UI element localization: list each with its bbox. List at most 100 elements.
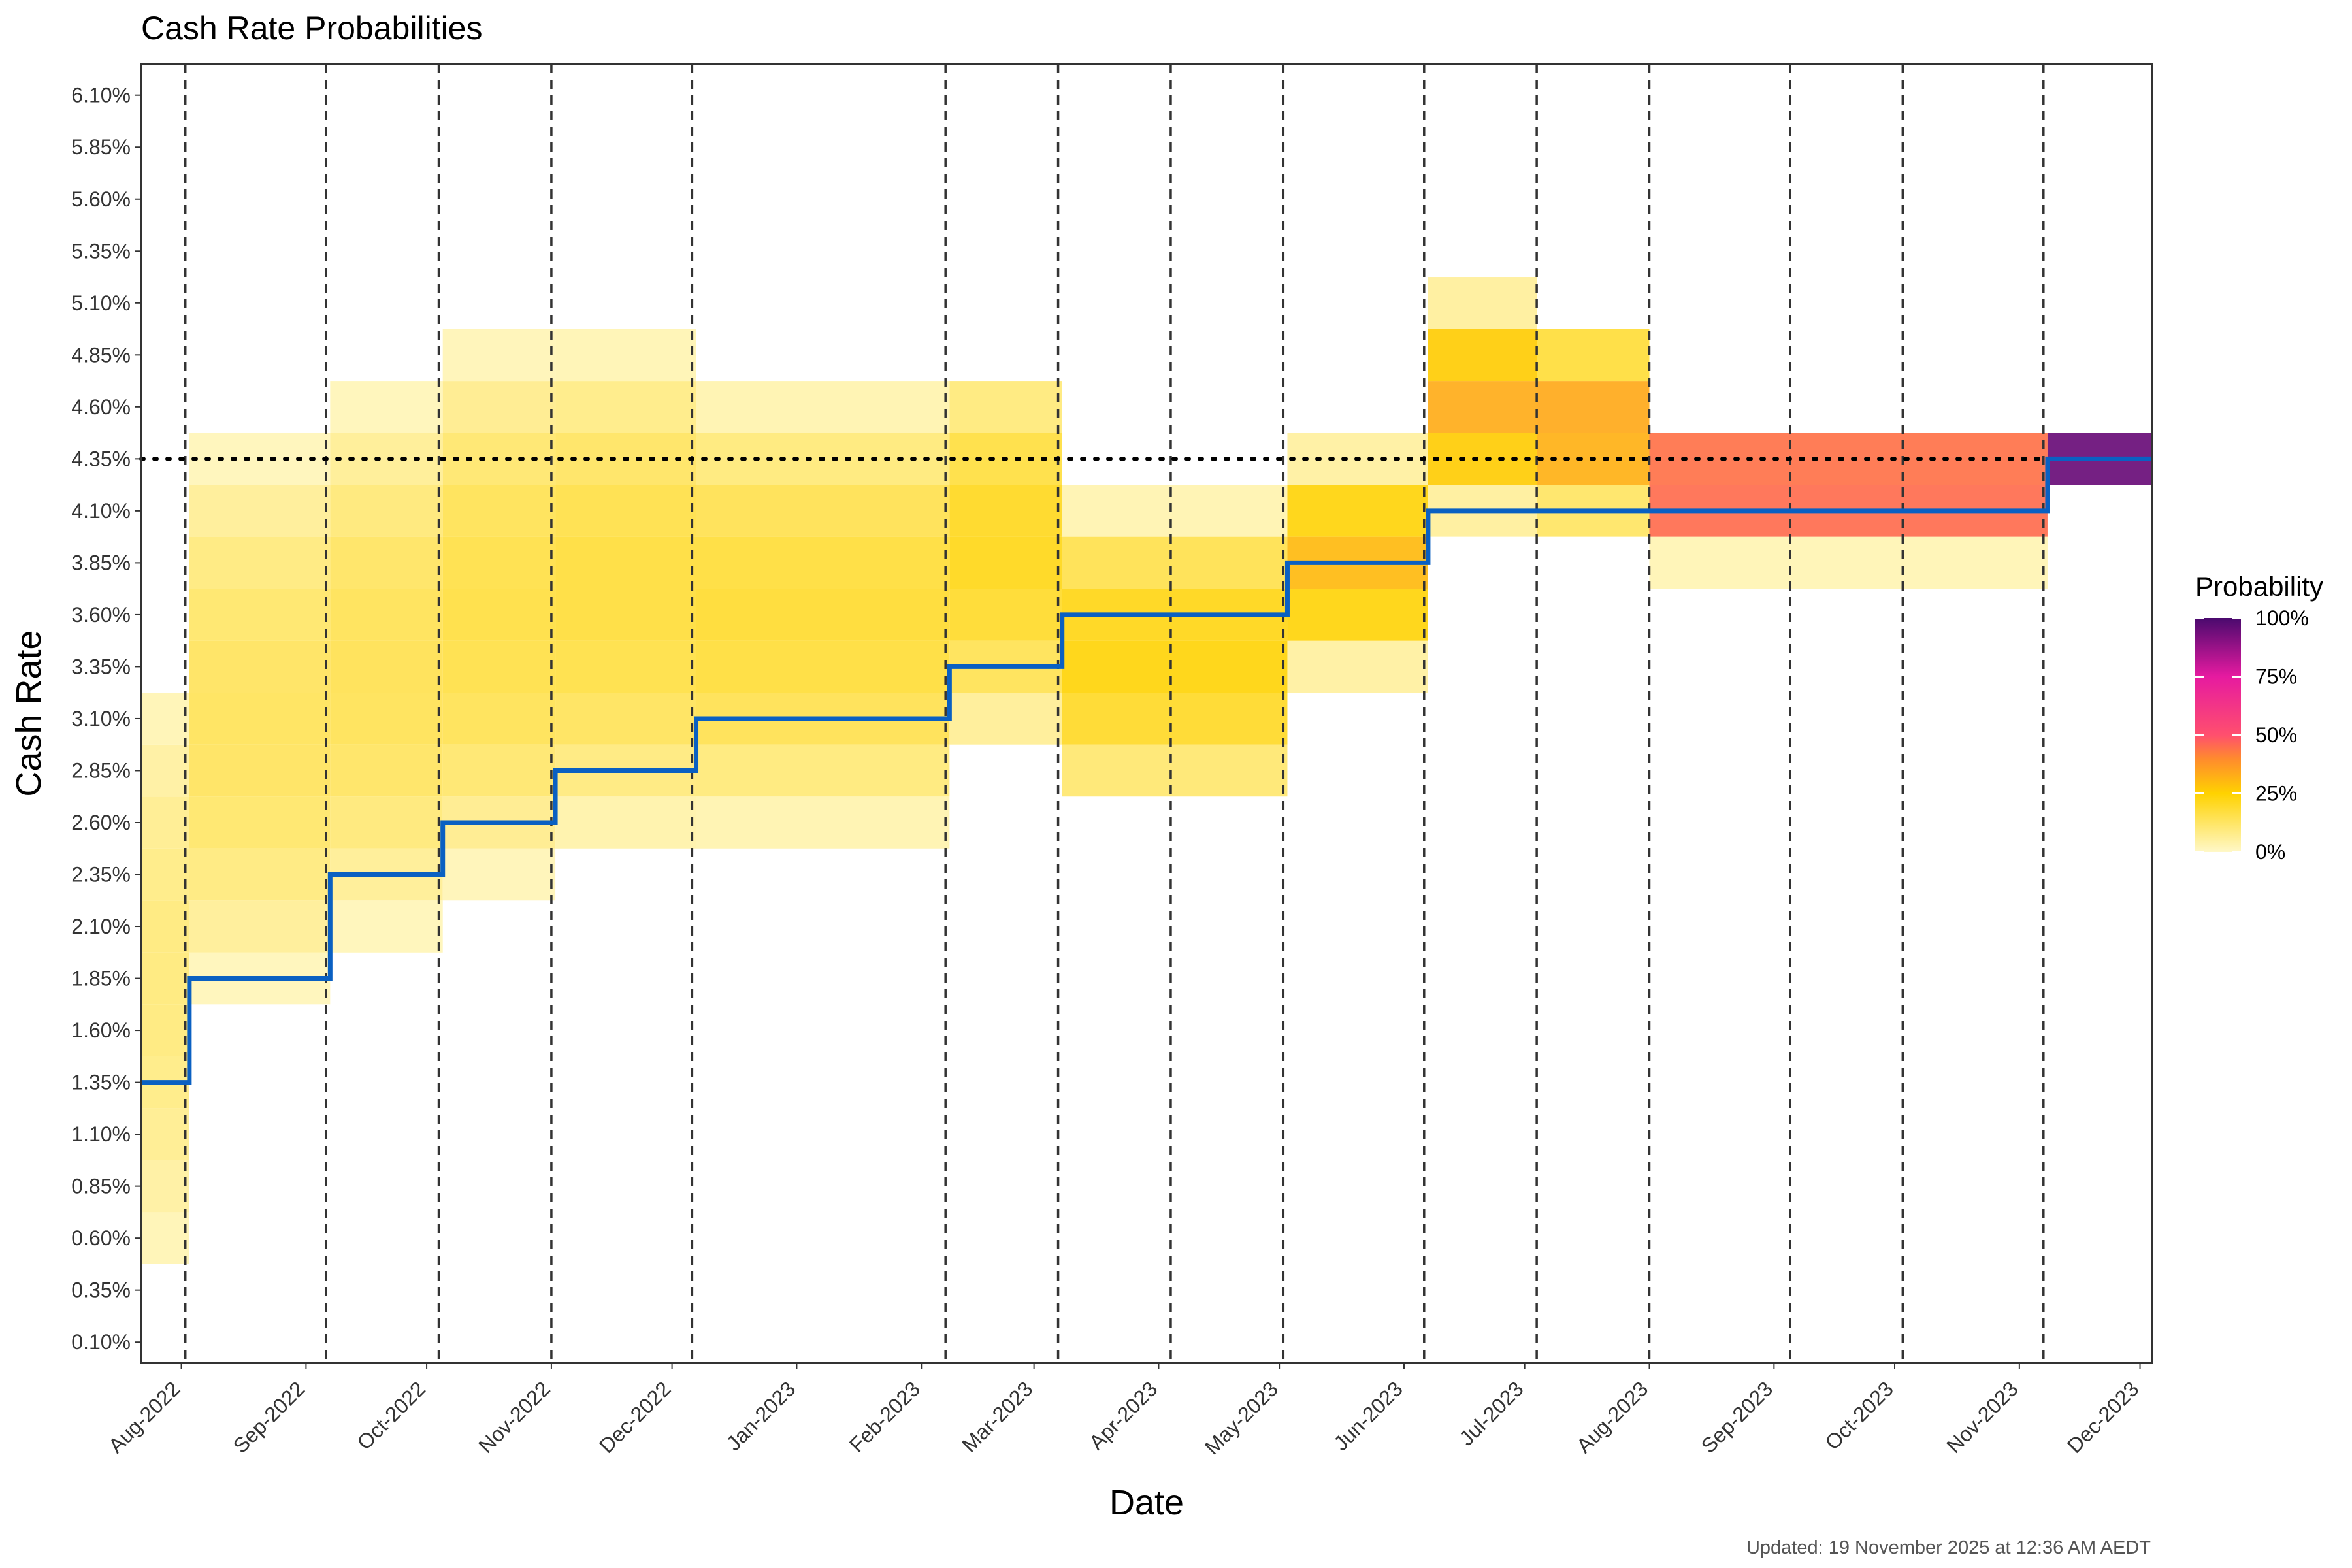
heat-cell (189, 848, 331, 901)
x-tick-label: Oct-2023 (1820, 1377, 1898, 1454)
heat-cell (330, 640, 443, 693)
heat-cell (1287, 485, 1428, 537)
heat-cell (330, 536, 443, 589)
heat-cell (1428, 381, 1537, 433)
heat-cell (442, 485, 556, 537)
y-tick-label: 4.85% (71, 343, 131, 367)
heat-cell (555, 796, 696, 849)
x-tick-label: Dec-2023 (2063, 1377, 2144, 1458)
heat-cell (555, 640, 696, 693)
heat-cell (330, 900, 443, 953)
y-tick-label: 4.10% (71, 499, 131, 523)
y-tick-label: 3.85% (71, 551, 131, 574)
y-tick-label: 0.10% (71, 1330, 131, 1354)
heat-cell (696, 536, 950, 589)
heat-cell (555, 485, 696, 537)
heat-cell (1062, 693, 1288, 745)
heat-cell (330, 693, 443, 745)
x-tick-label: Feb-2023 (845, 1377, 924, 1456)
heat-cell (189, 640, 331, 693)
heat-cell (141, 952, 189, 1005)
y-tick-label: 0.85% (71, 1175, 131, 1198)
y-tick-label: 1.85% (71, 967, 131, 990)
chart-title: Cash Rate Probabilities (141, 10, 483, 46)
heat-cell (189, 693, 331, 745)
x-tick-label: Dec-2022 (595, 1377, 676, 1458)
heat-cell (1428, 277, 1537, 329)
heat-cell (442, 381, 556, 433)
heat-cell (442, 640, 556, 693)
y-tick-label: 2.85% (71, 759, 131, 782)
actual-rate-path (141, 456, 2152, 1085)
heat-cell (141, 1108, 189, 1160)
x-axis-ticks: Aug-2022 Sep-2022 Oct-2022 Nov-2022 Dec-2022… (104, 1363, 2144, 1460)
heat-cell (949, 381, 1062, 433)
y-tick-label: 6.10% (71, 84, 131, 107)
y-tick-label: 1.35% (71, 1071, 131, 1094)
heat-cell (330, 796, 443, 849)
y-tick-label: 2.35% (71, 863, 131, 887)
x-tick-label: Nov-2022 (474, 1377, 555, 1458)
x-tick-label: May-2023 (1200, 1377, 1282, 1459)
heat-cell (141, 900, 189, 953)
heat-cell (442, 329, 556, 382)
heat-cell (330, 744, 443, 797)
heat-cell (1062, 744, 1288, 797)
x-tick-label: Jul-2023 (1454, 1377, 1527, 1450)
heat-cell (330, 589, 443, 641)
heat-cell (949, 485, 1062, 537)
x-axis-title: Date (1109, 1483, 1184, 1522)
y-tick-label: 4.35% (71, 447, 131, 470)
heat-cell (1649, 536, 2048, 589)
heat-cell (696, 640, 950, 693)
heat-cell (442, 848, 556, 901)
y-tick-label: 4.60% (71, 395, 131, 419)
heat-cell (1062, 536, 1288, 589)
x-tick-label: Aug-2022 (104, 1377, 185, 1458)
y-tick-label: 2.60% (71, 811, 131, 834)
y-tick-label: 5.60% (71, 188, 131, 211)
probability-legend: Probability 100% 75% 50% 25% 0% (2195, 571, 2323, 864)
y-tick-label: 0.60% (71, 1226, 131, 1250)
x-tick-label: Apr-2023 (1085, 1377, 1162, 1454)
heat-cell (189, 536, 331, 589)
heat-cell (1062, 485, 1288, 537)
y-axis-title: Cash Rate (9, 630, 48, 796)
legend-label: 75% (2255, 665, 2297, 689)
heat-cell (555, 329, 696, 382)
x-tick-label: Oct-2022 (352, 1377, 430, 1454)
heat-cell (1287, 640, 1428, 693)
update-caption: Updated: 19 November 2025 at 12:36 AM AE… (1746, 1537, 2151, 1558)
actual-rate-line (141, 456, 2152, 1085)
heat-cell (442, 693, 556, 745)
heat-cell (1649, 433, 2048, 485)
y-tick-label: 5.85% (71, 135, 131, 159)
heat-cell (555, 381, 696, 433)
heat-cell (1287, 589, 1428, 641)
meeting-date-lines (184, 64, 2045, 1363)
legend-label: 100% (2255, 606, 2309, 630)
heat-cell (1428, 329, 1537, 382)
x-tick-label: Sep-2023 (1697, 1377, 1778, 1458)
heat-cell (189, 796, 331, 849)
y-tick-label: 3.10% (71, 707, 131, 730)
heat-cell (555, 536, 696, 589)
heat-cell (1537, 381, 1650, 433)
heat-cell (141, 1212, 189, 1264)
heat-cell (555, 589, 696, 641)
heat-cell (189, 900, 331, 953)
y-tick-label: 5.10% (71, 291, 131, 315)
heat-cell (141, 796, 189, 849)
heat-cell (330, 381, 443, 433)
heat-cell (696, 485, 950, 537)
x-tick-label: Nov-2023 (1942, 1377, 2023, 1458)
heat-cell (1428, 433, 1537, 485)
heat-cell (696, 744, 950, 797)
heat-cell (141, 744, 189, 797)
heat-cell (442, 433, 556, 485)
heat-cell (141, 1160, 189, 1213)
heat-cell (949, 536, 1062, 589)
heat-cell (189, 485, 331, 537)
x-tick-label: Jun-2023 (1329, 1377, 1407, 1455)
heat-cell (442, 589, 556, 641)
